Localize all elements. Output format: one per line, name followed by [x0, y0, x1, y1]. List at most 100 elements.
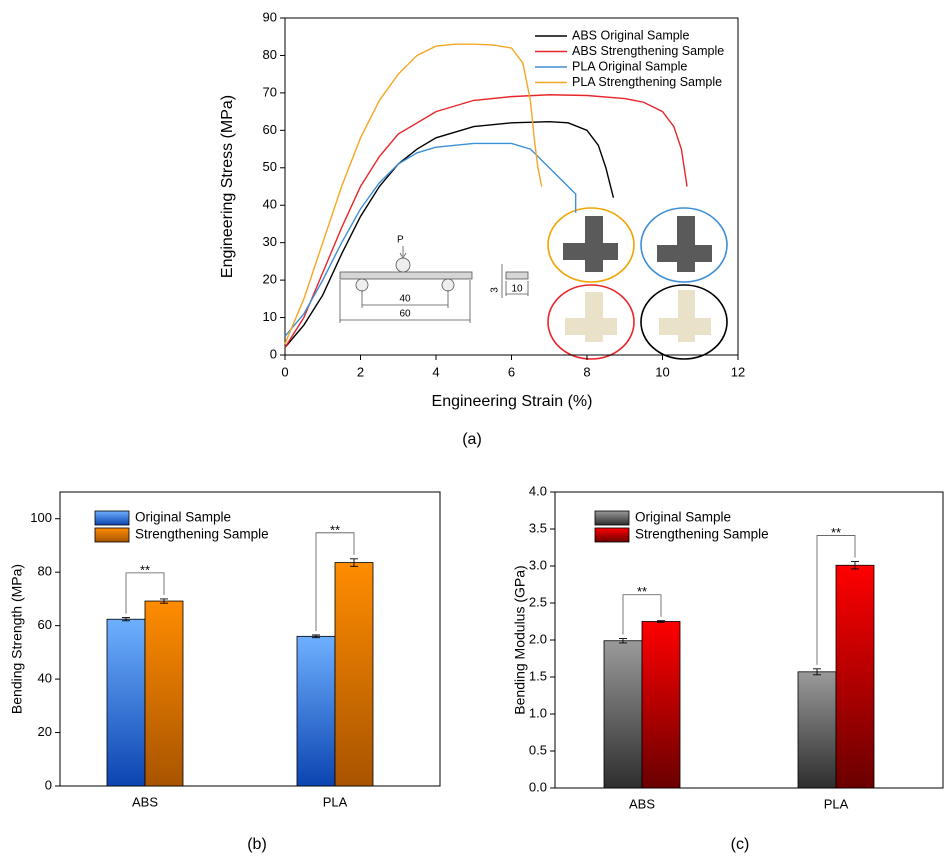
y-tick-label: 60	[263, 122, 277, 137]
arrow-head	[399, 252, 407, 259]
x-tick-label: ABS	[132, 794, 158, 809]
y-tick-label: 10	[263, 309, 277, 324]
bar	[296, 635, 336, 787]
significance-label: **	[637, 584, 647, 599]
y-tick-label: 20	[263, 272, 277, 287]
x-axis-label: Engineering Strain (%)	[432, 393, 593, 410]
annotation: 40	[399, 294, 411, 305]
y-tick-label: 0.5	[529, 742, 547, 757]
bar	[144, 600, 184, 787]
x-tick-label: 6	[508, 364, 515, 379]
bending-schematic	[339, 246, 529, 323]
bar	[835, 564, 875, 789]
specimen	[565, 318, 617, 335]
significance-bracket	[622, 594, 662, 635]
x-tick-label: 4	[432, 364, 439, 379]
significance-bracket	[816, 535, 856, 665]
y-axis-label: Bending Strength (MPa)	[9, 564, 25, 714]
error-bar	[122, 617, 130, 622]
y-tick-label: 0	[45, 777, 52, 792]
line-series	[284, 121, 615, 348]
legend-label: ABS Strengthening Sample	[572, 44, 724, 58]
bar	[334, 562, 374, 787]
x-tick-label: 0	[281, 364, 288, 379]
annotation: 10	[511, 284, 523, 295]
y-axis-label: Engineering Stress (MPa)	[219, 95, 236, 278]
error-bar	[312, 634, 320, 639]
y-tick-label: 4.0	[529, 483, 547, 498]
y-tick-label: 3.5	[529, 520, 547, 535]
load-pin	[395, 257, 411, 273]
specimen	[563, 243, 618, 260]
x-tick-label: 12	[731, 364, 745, 379]
panel-label: (c)	[731, 836, 750, 853]
annotation: P	[397, 235, 404, 246]
y-tick-label: 20	[38, 724, 52, 739]
legend-label: PLA Strengthening Sample	[572, 75, 722, 89]
y-tick-label: 0	[270, 346, 277, 361]
panel-label: (b)	[247, 836, 267, 853]
y-tick-label: 2.0	[529, 631, 547, 646]
specimen	[677, 216, 695, 272]
support	[441, 278, 455, 292]
error-bar	[160, 598, 168, 604]
error-bar	[619, 638, 627, 644]
line-series	[284, 43, 543, 345]
y-tick-label: 50	[263, 159, 277, 174]
legend-swatch	[594, 527, 630, 543]
bar	[797, 671, 837, 789]
y-tick-label: 1.0	[529, 705, 547, 720]
y-tick-label: 30	[263, 234, 277, 249]
bar	[641, 621, 681, 789]
error-bar	[350, 558, 358, 567]
y-tick-label: 80	[263, 47, 277, 62]
y-tick-label: 80	[38, 564, 52, 579]
support	[355, 278, 369, 292]
significance-bracket	[125, 572, 165, 614]
legend-label: PLA Original Sample	[572, 59, 687, 73]
annotation: 60	[399, 309, 411, 320]
bar	[603, 640, 643, 789]
legend-swatch	[94, 510, 130, 526]
error-bar	[851, 561, 859, 570]
beam	[339, 271, 473, 280]
x-tick-label: ABS	[629, 796, 655, 811]
y-tick-label: 70	[263, 84, 277, 99]
y-tick-label: 40	[263, 197, 277, 212]
x-tick-label: 2	[357, 364, 364, 379]
line-series	[284, 142, 577, 337]
x-tick-label: PLA	[323, 794, 348, 809]
y-axis-label: Bending Modulus (GPa)	[512, 565, 528, 714]
y-tick-label: 3.0	[529, 557, 547, 572]
bar	[106, 618, 146, 787]
specimen	[659, 318, 711, 335]
x-tick-label: PLA	[824, 796, 849, 811]
legend-label: ABS Original Sample	[572, 28, 689, 42]
y-tick-label: 100	[30, 510, 52, 525]
annotation: 3	[490, 287, 501, 293]
specimen-photos	[547, 207, 728, 360]
y-tick-label: 1.5	[529, 668, 547, 683]
error-bar	[657, 620, 665, 623]
specimen	[657, 245, 712, 262]
plot-frame	[59, 491, 441, 787]
legend-label: Strengthening Sample	[135, 527, 269, 542]
line-series	[284, 94, 688, 348]
cross-section	[505, 271, 529, 280]
legend-label: Original Sample	[635, 510, 731, 525]
significance-label: **	[330, 522, 340, 537]
x-tick-label: 10	[655, 364, 669, 379]
y-tick-label: 40	[38, 671, 52, 686]
y-tick-label: 90	[263, 9, 277, 24]
x-tick-label: 8	[583, 364, 590, 379]
error-bar	[813, 668, 821, 676]
legend-label: Original Sample	[135, 510, 231, 525]
y-tick-label: 2.5	[529, 594, 547, 609]
significance-label: **	[140, 562, 150, 577]
legend-label: Strengthening Sample	[635, 527, 769, 542]
significance-bracket	[315, 532, 355, 631]
y-tick-label: 60	[38, 617, 52, 632]
legend-swatch	[94, 527, 130, 543]
significance-label: **	[831, 525, 841, 540]
